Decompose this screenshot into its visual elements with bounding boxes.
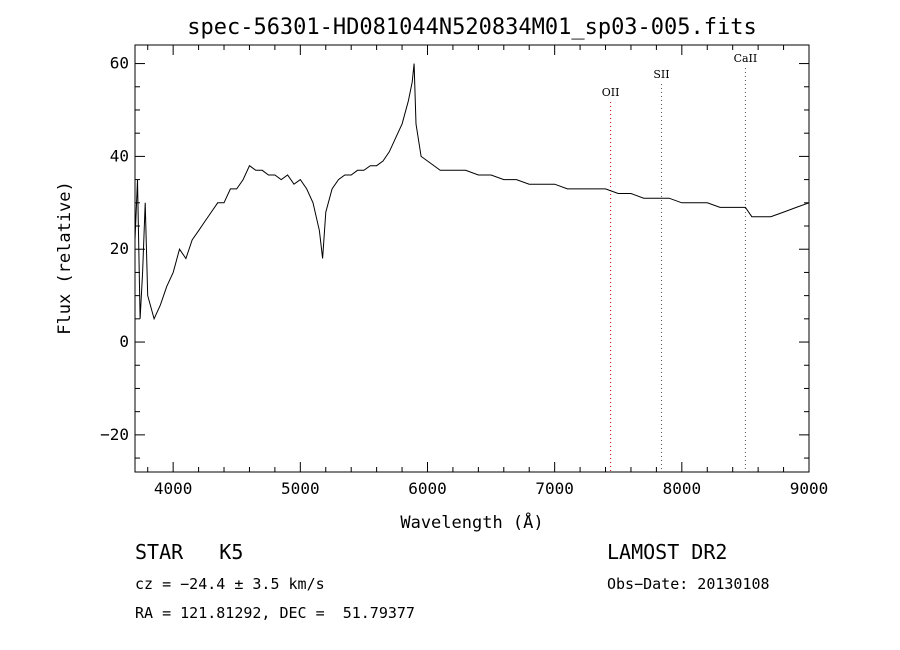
y-axis-ticks: −20 0 20 40 60 xyxy=(100,54,809,459)
x-tick-label: 4000 xyxy=(154,479,193,498)
y-tick-label: 40 xyxy=(110,146,129,165)
annotation-label: SII xyxy=(653,68,669,81)
line-annotations: OII SII CaII xyxy=(602,52,757,472)
y-tick-label: 20 xyxy=(110,239,129,258)
plot-frame xyxy=(134,44,810,473)
observation-date: Obs−Date: 20130108 xyxy=(607,575,770,593)
x-axis-label: Wavelength (Å) xyxy=(400,511,543,533)
chart-title: spec-56301-HD081044N520834M01_sp03-005.f… xyxy=(187,15,757,40)
annotation-label: CaII xyxy=(734,52,758,65)
annotation-label: OII xyxy=(602,86,620,99)
object-class: STAR K5 xyxy=(135,540,244,564)
x-tick-label: 7000 xyxy=(535,479,574,498)
redshift-info: cz = −24.4 ± 3.5 km/s xyxy=(135,575,325,593)
x-tick-label: 9000 xyxy=(790,479,829,498)
spectrum-chart: spec-56301-HD081044N520834M01_sp03-005.f… xyxy=(55,15,829,533)
x-tick-label: 6000 xyxy=(408,479,447,498)
y-tick-label: −20 xyxy=(100,425,129,444)
x-tick-label: 8000 xyxy=(663,479,702,498)
y-axis-label: Flux (relative) xyxy=(55,181,75,335)
coordinates: RA = 121.81292, DEC = 51.79377 xyxy=(135,604,415,622)
survey-name: LAMOST DR2 xyxy=(607,540,728,564)
y-tick-label: 60 xyxy=(110,54,129,73)
y-tick-label: 0 xyxy=(119,332,129,351)
x-tick-label: 5000 xyxy=(281,479,320,498)
x-axis-ticks: 4000 5000 6000 7000 8000 9000 xyxy=(147,45,829,498)
spectrum-line xyxy=(134,63,810,321)
